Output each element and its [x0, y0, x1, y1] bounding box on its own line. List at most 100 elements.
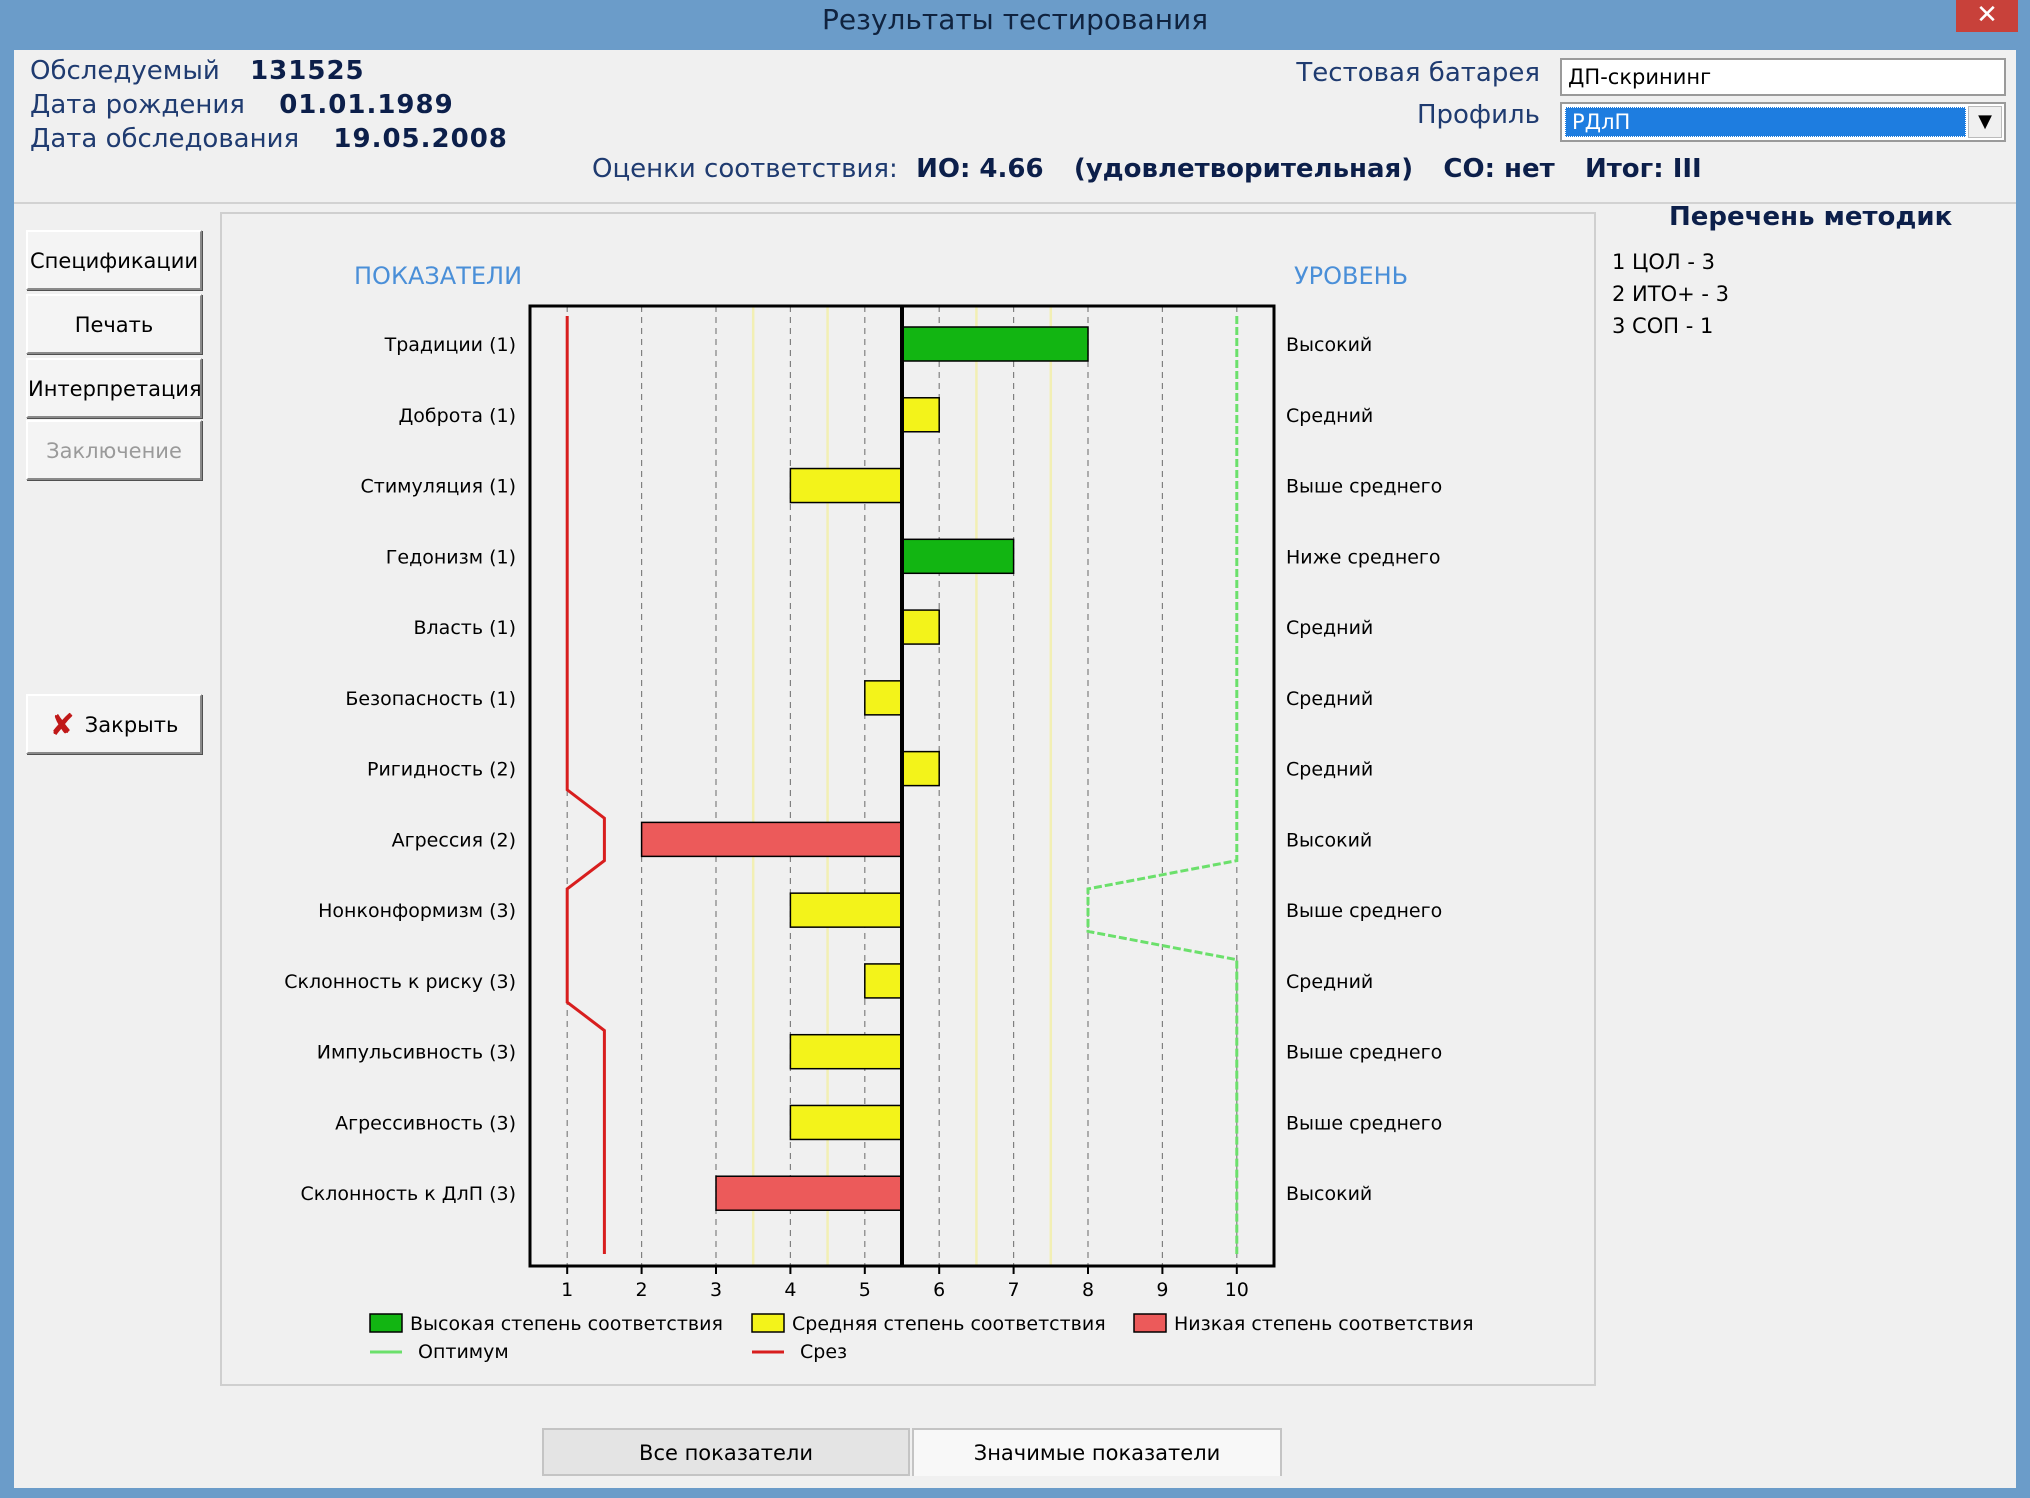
interpretation-button[interactable]: Интерпретация: [26, 358, 202, 418]
birth-date-row: Дата рождения 01.01.1989: [30, 90, 454, 120]
chart-panel: ПОКАЗАТЕЛИ УРОВЕНЬ 1 2 3 4 5 6 7 8 9 10 Традиции (1)…: [220, 212, 1596, 1386]
category-label: Ригидность (2): [367, 759, 516, 781]
assessment-label: Оценки соответствия:: [592, 154, 898, 184]
category-label: Агрессивность (3): [335, 1112, 516, 1134]
legend-label: Средняя степень соответствия: [792, 1313, 1106, 1335]
level-label: Средний: [1286, 971, 1373, 993]
level-label: Средний: [1286, 617, 1373, 639]
profile-select[interactable]: РДлП ▼: [1560, 102, 2006, 142]
specifications-button[interactable]: Спецификации: [26, 230, 202, 290]
level-label: Средний: [1286, 405, 1373, 427]
level-label: Ниже среднего: [1286, 546, 1441, 568]
category-label: Склонность к ДлП (3): [301, 1183, 516, 1205]
x-tick-label: 10: [1225, 1279, 1249, 1301]
exam-date-row: Дата обследования 19.05.2008: [30, 124, 508, 154]
category-label: Нонконформизм (3): [318, 900, 516, 922]
close-button[interactable]: ✘ Закрыть: [26, 694, 202, 754]
header-panel: Обследуемый 131525 Дата рождения 01.01.1…: [14, 50, 2016, 204]
exam-date-value: 19.05.2008: [333, 124, 508, 154]
window-close-button[interactable]: ✕: [1956, 0, 2018, 32]
legend-label: Высокая степень соответствия: [410, 1313, 723, 1335]
bar-7: [901, 750, 940, 787]
legend-swatch-medium: [751, 1313, 785, 1333]
bar-6: [864, 680, 903, 716]
x-tick-label: 6: [933, 1279, 945, 1301]
window-client: Обследуемый 131525 Дата рождения 01.01.1…: [14, 50, 2016, 1488]
profile-selected-value: РДлП: [1565, 107, 1966, 137]
birth-date-value: 01.01.1989: [279, 90, 454, 120]
battery-label: Тестовая батарея: [1296, 58, 1540, 88]
subject-id-label: Обследуемый: [30, 56, 220, 86]
bar-1: [901, 326, 1089, 362]
plot-frame: [528, 304, 1276, 1268]
method-item: 1 ЦОЛ - 3: [1612, 250, 1715, 274]
category-label: Традиции (1): [384, 334, 516, 356]
method-item: 3 СОП - 1: [1612, 314, 1714, 338]
profile-label: Профиль: [1416, 100, 1540, 130]
x-tick-label: 7: [1008, 1279, 1020, 1301]
print-button[interactable]: Печать: [26, 294, 202, 354]
legend-label: Низкая степень соответствия: [1174, 1313, 1474, 1335]
battery-field[interactable]: ДП-скрининг: [1560, 58, 2006, 96]
indicators-header: ПОКАЗАТЕЛИ: [354, 262, 522, 290]
level-label: Средний: [1286, 759, 1373, 781]
level-label: Выше среднего: [1286, 476, 1442, 498]
x-tick-label: 5: [859, 1279, 871, 1301]
methods-title: Перечень методик: [1669, 202, 1953, 232]
bar-9: [789, 892, 903, 928]
bar-10: [864, 963, 903, 999]
bar-8: [640, 821, 903, 858]
category-label: Импульсивность (3): [317, 1042, 516, 1064]
x-tick-label: 4: [784, 1279, 796, 1301]
legend-label: Оптимум: [418, 1341, 509, 1363]
level-label: Высокий: [1286, 1183, 1372, 1205]
x-tick-label: 8: [1082, 1279, 1094, 1301]
bar-13: [715, 1175, 903, 1211]
profile-chart: ПОКАЗАТЕЛИ УРОВЕНЬ 1 2 3 4 5 6 7 8 9 10 Традиции (1)…: [284, 262, 1474, 1363]
bar-3: [789, 467, 903, 504]
assessment-row: Оценки соответствия: ИО: 4.66 (удовлетво…: [592, 154, 1702, 184]
exam-date-label: Дата обследования: [30, 124, 300, 154]
x-tick-label: 2: [636, 1279, 648, 1301]
io-score: ИО: 4.66: [916, 154, 1044, 184]
legend-swatch-high: [369, 1313, 403, 1333]
category-label: Безопасность (1): [345, 688, 516, 710]
method-item: 2 ИТО+ - 3: [1612, 282, 1729, 306]
co-score: СО: нет: [1443, 154, 1555, 184]
window-title: Результаты тестирования: [821, 3, 1209, 36]
level-header: УРОВЕНЬ: [1294, 262, 1408, 290]
level-label: Выше среднего: [1286, 1042, 1442, 1064]
tab-significant-indicators[interactable]: Значимые показатели: [912, 1428, 1282, 1476]
chevron-down-icon[interactable]: ▼: [1968, 106, 2002, 138]
x-tick-label: 9: [1156, 1279, 1168, 1301]
close-button-label: Закрыть: [84, 713, 179, 737]
category-label: Доброта (1): [398, 405, 516, 427]
level-label: Высокий: [1286, 334, 1372, 356]
x-icon: ✘: [49, 708, 75, 743]
total-score: Итог: III: [1584, 154, 1702, 184]
bar-2: [901, 397, 940, 433]
optimum-line: [1086, 316, 1239, 1254]
io-grade: (удовлетворительная): [1073, 154, 1414, 184]
legend-swatch-low: [1133, 1313, 1167, 1333]
category-label: Агрессия (2): [392, 829, 516, 851]
category-label: Гедонизм (1): [386, 546, 516, 568]
conclusion-button[interactable]: Заключение: [26, 420, 202, 480]
level-label: Выше среднего: [1286, 1112, 1442, 1134]
bar-12: [789, 1104, 903, 1141]
category-label: Власть (1): [414, 617, 517, 639]
x-tick-label: 3: [710, 1279, 722, 1301]
birth-date-label: Дата рождения: [30, 90, 245, 120]
subject-id-row: Обследуемый 131525: [30, 56, 365, 86]
x-tick-label: 1: [561, 1279, 573, 1301]
subject-id-value: 131525: [250, 56, 365, 86]
legend-label: Срез: [800, 1341, 847, 1363]
bar-4: [901, 538, 1015, 575]
tab-all-indicators[interactable]: Все показатели: [542, 1428, 910, 1476]
category-label: Стимуляция (1): [361, 476, 517, 498]
bar-11: [789, 1033, 903, 1070]
category-label: Склонность к риску (3): [284, 971, 516, 993]
level-label: Высокий: [1286, 829, 1372, 851]
cutoff-line: [565, 316, 606, 1254]
level-label: Средний: [1286, 688, 1373, 710]
